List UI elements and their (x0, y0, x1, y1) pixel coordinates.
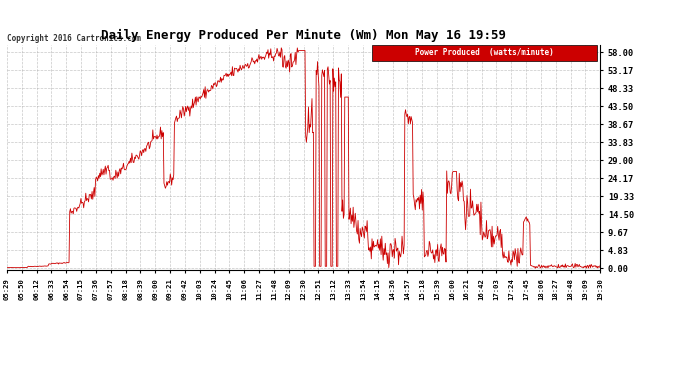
Text: Copyright 2016 Cartronics.com: Copyright 2016 Cartronics.com (7, 34, 141, 43)
Text: Power Produced  (watts/minute): Power Produced (watts/minute) (415, 48, 554, 57)
Title: Daily Energy Produced Per Minute (Wm) Mon May 16 19:59: Daily Energy Produced Per Minute (Wm) Mo… (101, 29, 506, 42)
FancyBboxPatch shape (372, 45, 598, 61)
